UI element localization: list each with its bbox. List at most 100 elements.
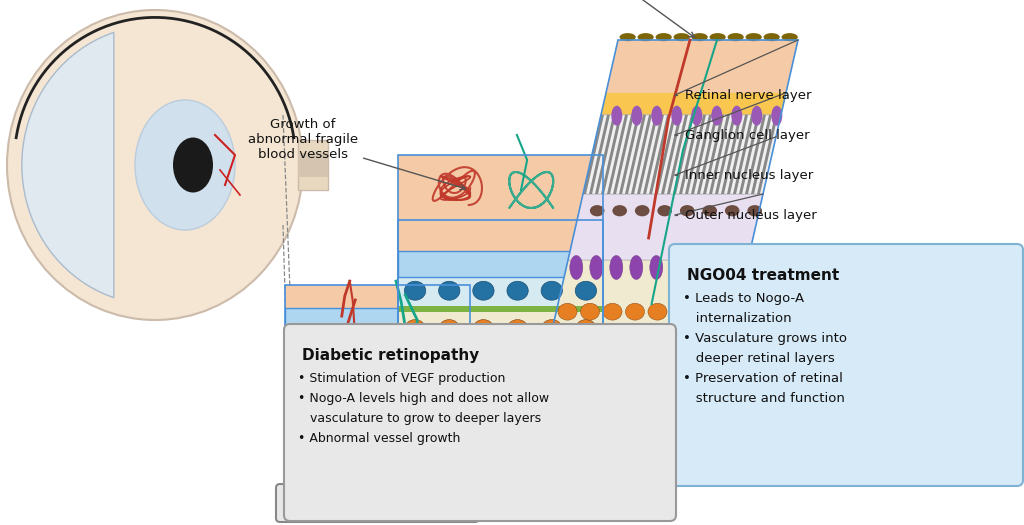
Bar xyxy=(501,389,504,436)
Text: Healthy eye: Healthy eye xyxy=(326,496,429,510)
Polygon shape xyxy=(595,115,616,194)
Polygon shape xyxy=(703,115,724,194)
Polygon shape xyxy=(568,194,763,260)
Ellipse shape xyxy=(310,384,322,402)
Polygon shape xyxy=(540,326,733,383)
Ellipse shape xyxy=(702,205,717,216)
Ellipse shape xyxy=(351,384,362,402)
Bar xyxy=(309,412,312,447)
Bar xyxy=(285,350,470,354)
Bar xyxy=(521,389,524,436)
Polygon shape xyxy=(551,326,733,337)
Ellipse shape xyxy=(541,369,552,387)
FancyBboxPatch shape xyxy=(669,244,1023,486)
Bar xyxy=(542,389,545,436)
Ellipse shape xyxy=(427,331,443,345)
FancyBboxPatch shape xyxy=(284,324,676,521)
Ellipse shape xyxy=(603,303,622,320)
Ellipse shape xyxy=(670,256,683,279)
Ellipse shape xyxy=(532,352,546,375)
Ellipse shape xyxy=(544,453,560,464)
Ellipse shape xyxy=(358,396,368,411)
Ellipse shape xyxy=(372,384,383,402)
Ellipse shape xyxy=(680,205,694,216)
Ellipse shape xyxy=(710,33,726,41)
Bar xyxy=(398,306,603,312)
Bar xyxy=(473,389,476,436)
Ellipse shape xyxy=(611,106,623,125)
Ellipse shape xyxy=(690,256,702,279)
Polygon shape xyxy=(606,40,798,93)
Ellipse shape xyxy=(675,344,700,365)
Ellipse shape xyxy=(672,106,682,125)
Ellipse shape xyxy=(566,369,578,387)
Ellipse shape xyxy=(527,335,543,348)
Ellipse shape xyxy=(590,256,603,279)
Ellipse shape xyxy=(372,371,384,381)
Text: Growth of
abnormal fragile
blood vessels: Growth of abnormal fragile blood vessels xyxy=(248,119,466,190)
Ellipse shape xyxy=(404,352,418,375)
Bar xyxy=(372,412,375,447)
Ellipse shape xyxy=(323,359,339,374)
Ellipse shape xyxy=(309,371,322,381)
Ellipse shape xyxy=(731,106,742,125)
Polygon shape xyxy=(553,260,748,326)
Ellipse shape xyxy=(385,359,401,374)
Ellipse shape xyxy=(430,352,443,375)
Ellipse shape xyxy=(451,331,466,345)
Text: • Stimulation of VEGF production
• Nogo-A levels high and does not allow
   vasc: • Stimulation of VEGF production • Nogo-… xyxy=(298,372,549,445)
Polygon shape xyxy=(589,115,610,194)
Polygon shape xyxy=(530,383,720,427)
Ellipse shape xyxy=(440,396,450,411)
Bar xyxy=(486,389,490,436)
Bar xyxy=(285,447,470,480)
Ellipse shape xyxy=(414,384,424,402)
Ellipse shape xyxy=(655,33,672,41)
Bar xyxy=(359,412,362,447)
Ellipse shape xyxy=(446,359,463,374)
Bar xyxy=(458,412,461,447)
Ellipse shape xyxy=(402,371,415,381)
Bar xyxy=(398,155,603,480)
Polygon shape xyxy=(643,115,664,194)
Ellipse shape xyxy=(341,371,353,381)
Ellipse shape xyxy=(575,281,597,300)
Bar xyxy=(596,389,600,436)
Ellipse shape xyxy=(691,33,708,41)
Ellipse shape xyxy=(507,320,527,338)
Polygon shape xyxy=(583,115,604,194)
Polygon shape xyxy=(739,115,760,194)
Ellipse shape xyxy=(558,303,578,320)
Ellipse shape xyxy=(358,331,374,345)
Ellipse shape xyxy=(397,459,411,468)
Ellipse shape xyxy=(292,359,308,374)
Bar xyxy=(398,277,603,311)
Ellipse shape xyxy=(671,303,689,320)
Polygon shape xyxy=(22,33,114,298)
Bar xyxy=(562,389,565,436)
Ellipse shape xyxy=(407,453,423,464)
Ellipse shape xyxy=(569,256,583,279)
Ellipse shape xyxy=(507,281,528,300)
Ellipse shape xyxy=(509,453,526,464)
Polygon shape xyxy=(631,115,652,194)
Polygon shape xyxy=(673,115,694,194)
Text: • Leads to Nogo-A
   internalization
• Vasculature grows into
   deeper retinal : • Leads to Nogo-A internalization • Vasc… xyxy=(683,292,847,405)
Bar xyxy=(398,389,401,436)
Bar xyxy=(297,412,300,447)
Bar xyxy=(494,389,497,436)
Bar xyxy=(425,389,429,436)
Ellipse shape xyxy=(473,320,494,338)
Ellipse shape xyxy=(441,453,458,464)
Ellipse shape xyxy=(610,256,623,279)
Polygon shape xyxy=(733,115,754,194)
Bar xyxy=(432,389,435,436)
Polygon shape xyxy=(721,115,742,194)
Ellipse shape xyxy=(455,384,465,402)
Bar xyxy=(439,412,442,447)
Bar xyxy=(527,389,531,436)
Ellipse shape xyxy=(7,10,303,320)
Ellipse shape xyxy=(691,106,702,125)
Ellipse shape xyxy=(727,33,743,41)
Polygon shape xyxy=(745,115,766,194)
